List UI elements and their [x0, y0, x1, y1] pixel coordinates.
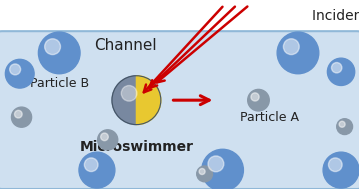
Polygon shape	[112, 76, 136, 125]
Ellipse shape	[84, 158, 98, 172]
Text: Channel: Channel	[94, 38, 157, 53]
Ellipse shape	[45, 39, 60, 55]
Ellipse shape	[38, 32, 80, 74]
Ellipse shape	[101, 133, 108, 141]
Ellipse shape	[202, 149, 243, 189]
Ellipse shape	[98, 130, 118, 150]
Ellipse shape	[331, 63, 342, 73]
Text: Particle A: Particle A	[240, 111, 299, 124]
Polygon shape	[136, 76, 161, 125]
Ellipse shape	[208, 156, 224, 172]
Ellipse shape	[327, 58, 355, 85]
Ellipse shape	[339, 121, 345, 127]
Ellipse shape	[10, 64, 20, 75]
Ellipse shape	[11, 107, 32, 127]
Ellipse shape	[5, 59, 34, 88]
Ellipse shape	[197, 166, 213, 182]
Ellipse shape	[121, 86, 137, 101]
Ellipse shape	[323, 152, 359, 188]
Ellipse shape	[79, 152, 115, 188]
FancyBboxPatch shape	[0, 31, 359, 189]
Ellipse shape	[14, 110, 22, 118]
Ellipse shape	[283, 39, 299, 55]
Text: Incident light: Incident light	[312, 9, 359, 23]
Text: Particle B: Particle B	[30, 77, 89, 90]
Ellipse shape	[248, 89, 269, 111]
Ellipse shape	[337, 119, 353, 135]
Ellipse shape	[328, 158, 342, 172]
Ellipse shape	[251, 93, 259, 101]
Ellipse shape	[199, 169, 205, 174]
Text: Microswimmer: Microswimmer	[79, 140, 194, 154]
Ellipse shape	[277, 32, 319, 74]
